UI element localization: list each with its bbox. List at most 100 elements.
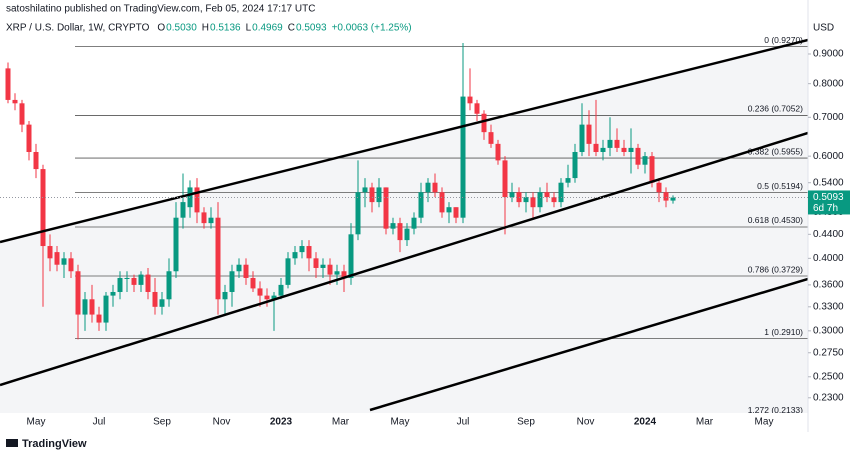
x-tick-label: Nov [213, 417, 231, 428]
candle-body [292, 252, 298, 259]
candle-body [397, 223, 403, 241]
candle-body [250, 277, 256, 289]
candle-body [47, 246, 53, 259]
fib-label: 1 (0.2910) [764, 327, 803, 337]
y-tick-label: 0.3000 [813, 325, 844, 336]
channel-middle [0, 131, 808, 387]
candle-body [40, 169, 46, 247]
y-tick-label: 0.4400 [813, 229, 844, 240]
candle-body [600, 147, 606, 152]
candle-body [649, 156, 655, 183]
last-price-label: 0.5093 [813, 192, 844, 203]
candle-body [159, 299, 165, 307]
y-tick-label: 0.3300 [813, 301, 844, 312]
candle-body [390, 223, 396, 229]
candle-body [551, 197, 557, 203]
candle-body [82, 299, 88, 315]
candle-body [68, 258, 74, 272]
candle-body [96, 314, 102, 323]
candle-body [495, 143, 501, 161]
candle-body [355, 192, 361, 235]
x-tick-label: 2024 [634, 417, 657, 428]
candle-body [432, 182, 438, 193]
x-tick-label: May [27, 417, 46, 428]
candle-body [110, 291, 116, 296]
ohlc-key: L [246, 23, 252, 34]
candle-body [271, 295, 277, 300]
candle-body [530, 197, 536, 208]
candle-body [642, 156, 648, 165]
channel-shade [0, 40, 808, 413]
candle-body [173, 217, 179, 272]
candle-body [572, 151, 578, 179]
candle-body [285, 258, 291, 285]
fib-label: 0.382 (0.5955) [748, 146, 803, 156]
candle-body [348, 234, 354, 278]
currency: USD [813, 23, 834, 34]
candle-body [243, 264, 249, 278]
fib-label: 0.786 (0.3729) [748, 264, 803, 274]
candle-body [607, 139, 613, 148]
candle-body [663, 192, 669, 201]
y-tick-label: 0.9000 [813, 49, 844, 60]
candle-body [222, 291, 228, 300]
candle-body [474, 103, 480, 114]
y-tick-label: 0.3600 [813, 280, 844, 291]
candle-body [509, 192, 515, 198]
candle-body [278, 284, 284, 296]
candle-body [362, 187, 368, 193]
channel-lines [0, 38, 808, 412]
x-tick-label: Jul [93, 417, 106, 428]
candle-body [488, 132, 494, 144]
candle-body [12, 99, 18, 104]
candle-body [145, 274, 151, 292]
y-tick-label: 0.2750 [813, 347, 844, 358]
candle-body [404, 228, 410, 241]
candle-body [75, 271, 81, 315]
candle-body [341, 271, 347, 278]
candle-body [208, 217, 214, 224]
candle-body [537, 192, 543, 208]
candle-body [299, 246, 305, 253]
candle-body [628, 147, 634, 152]
candle-body [586, 124, 592, 144]
fib-label: 0.618 (0.4530) [748, 215, 803, 225]
candle-body [523, 197, 529, 203]
y-tick-label: 0.8000 [813, 78, 844, 89]
fib-label: 0 (0.9270) [764, 35, 803, 45]
y-tick-label: 0.4000 [813, 253, 844, 264]
candle-body [418, 192, 424, 218]
candle-body [33, 151, 39, 170]
candle-body [152, 291, 158, 307]
fib-label: 0.236 (0.7052) [748, 104, 803, 114]
publisher: satoshilatino published on TradingView.c… [6, 4, 315, 15]
candle-body [614, 139, 620, 148]
candle-body [467, 96, 473, 104]
x-tick-label: May [391, 417, 410, 428]
brand: TradingView [6, 438, 87, 450]
candle-body [19, 103, 25, 125]
candle-body [320, 264, 326, 268]
candle-body [558, 182, 564, 203]
candle-body [229, 271, 235, 292]
candle-body [306, 246, 312, 259]
x-tick-label: May [755, 417, 774, 428]
candle-body [411, 217, 417, 229]
candle-body [61, 258, 67, 265]
channel-upper [0, 38, 808, 244]
last-price-tag [808, 190, 850, 215]
x-tick-label: Jul [457, 417, 470, 428]
channel-lower [369, 277, 808, 412]
y-tick-label: 0.2300 [813, 392, 844, 403]
y-tick-label: 0.6000 [813, 151, 844, 162]
fib-label: 0.5 (0.5194) [757, 181, 803, 191]
candle-body [656, 182, 662, 193]
candle-body [236, 264, 242, 272]
candle-body [313, 258, 319, 268]
candle-body [138, 274, 144, 285]
ohlc-key: H [202, 23, 209, 34]
candle-body [327, 264, 333, 275]
candle-body [201, 212, 207, 224]
x-tick-label: Mar [696, 417, 714, 428]
